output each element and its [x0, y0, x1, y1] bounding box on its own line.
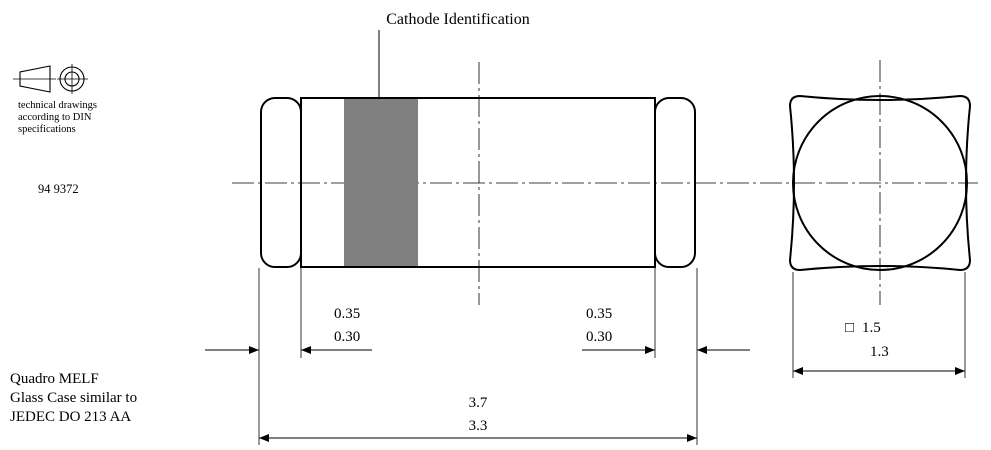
package-line-3: JEDEC DO 213 AA — [10, 409, 131, 425]
overall-length-max: 3.7 — [469, 395, 488, 411]
package-line-1: Quadro MELF — [10, 371, 99, 387]
side-view — [260, 97, 696, 268]
square-side-max: 1.5 — [862, 320, 881, 336]
overall-length-min: 3.3 — [469, 418, 488, 434]
left-end-cap — [260, 97, 302, 268]
projection-symbol-icon — [13, 64, 88, 94]
right-cap-max: 0.35 — [586, 306, 612, 322]
din-note-line-2: according to DIN — [18, 112, 92, 123]
package-line-2: Glass Case similar to — [10, 390, 137, 406]
square-side-dimension: □ 1.5 1.3 — [793, 320, 965, 375]
right-cap-dimension: 0.35 0.30 — [582, 306, 750, 354]
din-note-line-3: specifications — [18, 124, 76, 135]
drawing-number: 94 9372 — [38, 182, 79, 196]
square-side-min: 1.3 — [870, 344, 889, 360]
round-body-outline — [792, 95, 968, 271]
left-cap-dimension: 0.35 0.30 — [205, 306, 372, 354]
cathode-identification-label: Cathode Identification — [386, 11, 530, 28]
din-note-line-1: technical drawings — [18, 100, 97, 111]
square-symbol: □ — [845, 320, 854, 336]
right-end-cap — [654, 97, 696, 268]
overall-length-dimension: 3.7 3.3 — [259, 395, 697, 442]
right-cap-min: 0.30 — [586, 329, 612, 345]
end-view — [788, 94, 972, 272]
left-cap-min: 0.30 — [334, 329, 360, 345]
left-cap-max: 0.35 — [334, 306, 360, 322]
cathode-band — [344, 98, 418, 267]
